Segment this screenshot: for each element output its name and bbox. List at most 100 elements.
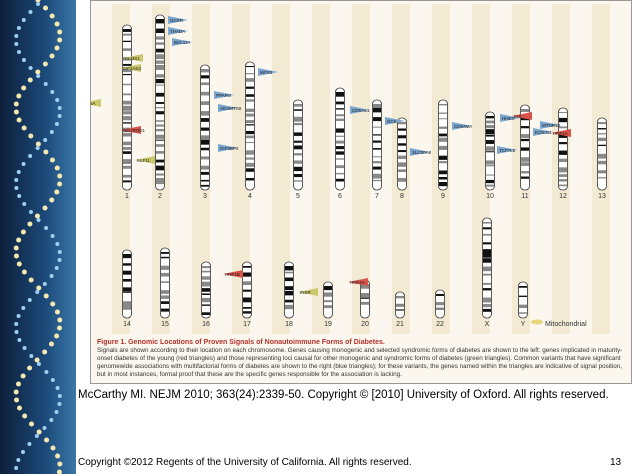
band [559, 167, 567, 172]
band [156, 49, 164, 53]
dna-dot [14, 322, 18, 326]
caption-body: Signals are shown according to their loc… [97, 347, 622, 378]
band [156, 54, 164, 59]
band [156, 178, 164, 183]
band [336, 158, 344, 159]
band [201, 69, 209, 72]
band [439, 104, 447, 105]
dna-dot [43, 138, 47, 142]
band [324, 305, 332, 308]
chromosome-label: 21 [396, 321, 404, 328]
band [202, 312, 210, 315]
band [486, 165, 494, 167]
band [294, 109, 302, 111]
band [486, 151, 494, 152]
dna-dot [43, 206, 48, 211]
band [521, 147, 529, 150]
band [598, 154, 606, 159]
chromosome-label: 4 [248, 193, 252, 200]
band [373, 148, 381, 150]
band [336, 179, 344, 182]
dna-dot [17, 262, 22, 267]
band [123, 291, 131, 292]
band [285, 286, 293, 290]
dna-dot [43, 62, 48, 67]
chromosome-label: 17 [243, 321, 251, 328]
band [243, 266, 251, 268]
band [246, 142, 254, 143]
band [201, 148, 209, 151]
band [559, 174, 567, 177]
band [201, 75, 209, 78]
dna-dot [50, 274, 54, 278]
band [123, 147, 131, 150]
page-number: 13 [610, 457, 621, 468]
dna-dot [55, 266, 59, 270]
band [521, 177, 529, 179]
band [123, 159, 131, 164]
band [243, 272, 251, 276]
dna-dot [51, 378, 55, 382]
band [294, 132, 302, 135]
band [156, 74, 164, 77]
dna-dot [14, 330, 18, 334]
band [336, 173, 344, 174]
chromosome-label: 11 [521, 193, 528, 200]
band [294, 117, 302, 122]
band [519, 296, 527, 297]
dna-dot [58, 250, 62, 254]
band [361, 298, 369, 299]
band [246, 120, 254, 123]
band [396, 296, 404, 298]
gene-label: ADAMTS9 [220, 106, 242, 111]
dna-dot [43, 150, 48, 155]
band [483, 304, 491, 307]
mito-marker [531, 320, 543, 325]
band [336, 102, 344, 105]
band [439, 182, 447, 186]
gene-label: GCK [387, 119, 397, 124]
band [156, 60, 164, 63]
band [559, 142, 567, 144]
band [486, 180, 494, 183]
band [123, 122, 131, 123]
dna-dot [14, 102, 19, 107]
band [123, 29, 131, 32]
dna-dot [58, 114, 62, 118]
band [246, 124, 254, 125]
band [486, 146, 494, 150]
dna-dot [21, 374, 26, 379]
band [373, 174, 381, 179]
band [123, 180, 131, 182]
band [123, 111, 131, 114]
dna-dot [27, 442, 31, 446]
band [246, 178, 254, 181]
band [486, 125, 494, 128]
band [201, 111, 209, 116]
band [324, 292, 332, 296]
band [398, 128, 406, 130]
dna-dot [51, 234, 55, 238]
band [598, 177, 606, 178]
dna-dot [35, 358, 40, 363]
band [336, 151, 344, 154]
band [123, 133, 131, 136]
gene-label: PPARG [216, 93, 232, 98]
band [483, 242, 491, 244]
band [373, 108, 381, 112]
dna-dot [50, 54, 55, 59]
dna-dot [14, 34, 18, 38]
gene-label: HHEX [502, 116, 515, 121]
dna-dot [22, 414, 27, 419]
band [483, 254, 491, 258]
chromosome-label: 12 [559, 193, 567, 200]
dna-dot [55, 166, 60, 171]
band [336, 128, 344, 132]
dna-dot [43, 282, 47, 286]
band [519, 286, 527, 288]
dna-dot [16, 94, 21, 99]
band [243, 307, 251, 309]
dna-dot [55, 454, 60, 459]
band [373, 156, 381, 157]
band [156, 151, 164, 154]
